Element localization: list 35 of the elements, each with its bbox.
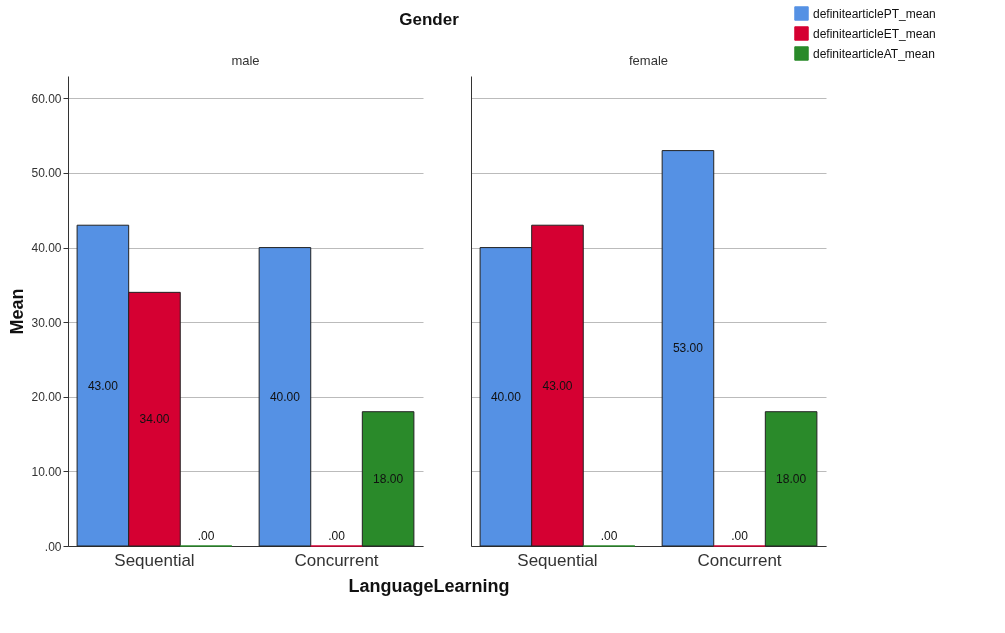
y-tick-label: 20.00 bbox=[31, 390, 62, 405]
y-tick-label: 40.00 bbox=[31, 241, 62, 256]
bar bbox=[258, 247, 312, 547]
y-tick-label: 60.00 bbox=[31, 91, 62, 106]
y-tick-label: 30.00 bbox=[31, 315, 62, 330]
bar bbox=[361, 411, 415, 547]
legend-label: definitearticleAT_mean bbox=[813, 46, 935, 61]
data-label: 34.00 bbox=[139, 412, 170, 427]
chart-title: Gender bbox=[399, 10, 460, 29]
x-tick-label: Concurrent bbox=[697, 550, 782, 570]
legend-label: definitearticleET_mean bbox=[813, 26, 936, 41]
x-tick-label: Concurrent bbox=[294, 550, 379, 570]
x-tick-label: Sequential bbox=[517, 550, 598, 570]
x-axis-title: LanguageLearning bbox=[348, 576, 510, 596]
data-label: 40.00 bbox=[490, 389, 522, 404]
data-label: .00 bbox=[328, 529, 346, 543]
y-tick-label: 50.00 bbox=[31, 166, 62, 181]
data-label: .00 bbox=[731, 529, 749, 543]
bar bbox=[764, 411, 818, 547]
data-label: 18.00 bbox=[373, 471, 404, 486]
y-axis-title: Mean bbox=[7, 288, 28, 335]
y-tick-label: 10.00 bbox=[31, 464, 62, 479]
chart-subtitle: male bbox=[231, 53, 260, 68]
data-label: 43.00 bbox=[87, 378, 119, 393]
chart-subtitle: female bbox=[628, 53, 669, 68]
legend-label: definitearticlePT_mean bbox=[813, 6, 936, 21]
data-label: .00 bbox=[197, 529, 215, 543]
y-tick-label: .00 bbox=[44, 539, 62, 554]
bar bbox=[661, 150, 715, 547]
data-label: .00 bbox=[600, 529, 618, 543]
data-label: 18.00 bbox=[776, 471, 807, 486]
data-label: 40.00 bbox=[269, 389, 301, 404]
data-label: 53.00 bbox=[672, 341, 704, 356]
data-label: 43.00 bbox=[542, 378, 573, 393]
x-tick-label: Sequential bbox=[114, 550, 195, 570]
